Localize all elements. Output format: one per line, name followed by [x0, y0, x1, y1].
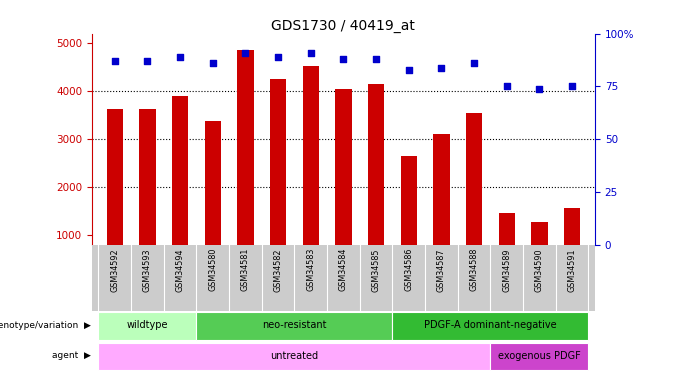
Bar: [205, 121, 221, 283]
Bar: [197, 312, 392, 340]
Point: [240, 50, 251, 56]
Bar: [107, 108, 123, 283]
Text: GSM34582: GSM34582: [273, 248, 283, 291]
Point: [436, 64, 447, 70]
Point: [109, 58, 120, 64]
Text: GSM34593: GSM34593: [143, 248, 152, 291]
Text: GSM34585: GSM34585: [371, 248, 381, 291]
Bar: [172, 96, 188, 283]
Point: [338, 56, 349, 62]
Point: [469, 60, 479, 66]
Point: [534, 86, 545, 92]
Bar: [401, 156, 417, 283]
Text: GSM34580: GSM34580: [208, 248, 217, 291]
Bar: [139, 108, 156, 283]
Bar: [270, 79, 286, 283]
Bar: [368, 84, 384, 283]
Bar: [466, 113, 482, 283]
Text: GSM34584: GSM34584: [339, 248, 348, 291]
Text: GSM34587: GSM34587: [437, 248, 446, 291]
Point: [501, 84, 512, 90]
Text: GSM34590: GSM34590: [535, 248, 544, 291]
Text: exogenous PDGF: exogenous PDGF: [498, 351, 581, 361]
Text: GSM34583: GSM34583: [306, 248, 316, 291]
Point: [403, 67, 414, 73]
Text: PDGF-A dominant-negative: PDGF-A dominant-negative: [424, 321, 557, 330]
Text: agent  ▶: agent ▶: [52, 351, 91, 360]
Bar: [99, 312, 197, 340]
Text: neo-resistant: neo-resistant: [262, 321, 326, 330]
Text: GSM34581: GSM34581: [241, 248, 250, 291]
Bar: [99, 343, 490, 370]
Bar: [335, 89, 352, 283]
Text: genotype/variation  ▶: genotype/variation ▶: [0, 321, 91, 330]
Bar: [490, 343, 588, 370]
Point: [566, 84, 577, 90]
Title: GDS1730 / 40419_at: GDS1730 / 40419_at: [271, 19, 415, 33]
Bar: [303, 66, 319, 283]
Bar: [531, 222, 547, 283]
Bar: [392, 312, 588, 340]
Point: [273, 54, 284, 60]
Point: [142, 58, 153, 64]
Point: [175, 54, 186, 60]
Text: GSM34592: GSM34592: [110, 248, 119, 292]
Text: GSM34591: GSM34591: [568, 248, 577, 291]
Point: [305, 50, 316, 56]
Text: GSM34594: GSM34594: [175, 248, 184, 291]
Bar: [433, 134, 449, 283]
Point: [207, 60, 218, 66]
Bar: [237, 50, 254, 283]
Point: [371, 56, 381, 62]
Text: wildtype: wildtype: [126, 321, 168, 330]
Text: GSM34589: GSM34589: [503, 248, 511, 291]
Text: GSM34586: GSM34586: [404, 248, 413, 291]
Bar: [564, 208, 580, 283]
Text: untreated: untreated: [271, 351, 318, 361]
Text: GSM34588: GSM34588: [470, 248, 479, 291]
Bar: [498, 213, 515, 283]
